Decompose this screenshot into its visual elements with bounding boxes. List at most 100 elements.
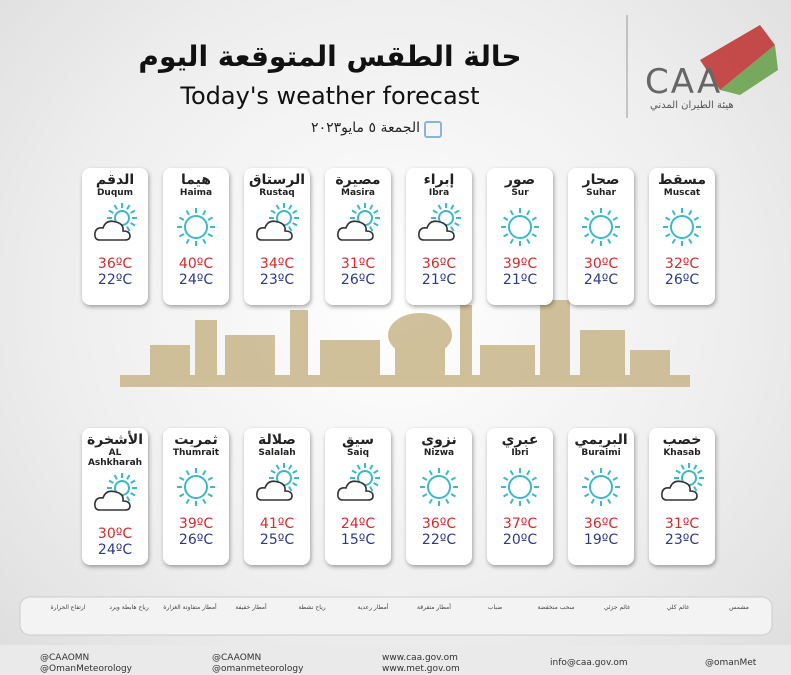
high-temp: 40ºC	[178, 256, 214, 272]
legend-item: أمطار متفرقة	[417, 604, 451, 611]
city-card: مصيرة Masira 31ºC 26ºC	[325, 168, 391, 305]
high-temp: 30ºC	[97, 526, 133, 542]
city-name-en: AL Ashkharah	[87, 448, 143, 468]
city-card: خصب Khasab 31ºC 23ºC	[649, 428, 715, 565]
legend-item: سحب منخفضة	[537, 604, 575, 611]
city-name-ar: هيما	[180, 172, 212, 188]
web-1: www.caa.gov.om	[382, 653, 458, 663]
low-temp: 24ºC	[178, 272, 214, 288]
city-card: الدقم Duqum 36ºC 22ºC	[82, 168, 148, 305]
weather-icon	[325, 198, 391, 256]
icon-svg	[256, 463, 299, 501]
city-name-ar: سيق	[341, 432, 375, 448]
legend-item: أمطار رعدية	[357, 604, 389, 611]
high-temp: 37ºC	[502, 516, 538, 532]
city-card: مسقط Muscat 32ºC 26ºC	[649, 168, 715, 305]
web-2: www.met.gov.om	[382, 664, 460, 674]
city-name-ar: عبري	[501, 432, 539, 448]
city-card: ثمريت Thumrait 39ºC 26ºC	[163, 428, 229, 565]
title-ar: حالة الطقس المتوقعة اليوم	[138, 40, 522, 73]
city-name-en: Haima	[179, 188, 213, 198]
weather-icon	[487, 198, 553, 256]
city-name-en: Rustaq	[259, 188, 295, 198]
icon-svg	[94, 473, 137, 511]
low-temp: 22ºC	[97, 272, 133, 288]
high-temp: 39ºC	[178, 516, 214, 532]
high-temp: 31ºC	[340, 256, 376, 272]
date: الجمعة ٥ مايو٢٠٢٣	[311, 120, 420, 136]
icon-svg	[337, 463, 380, 501]
city-name-ar: الرستاق	[248, 172, 306, 188]
weather-icon	[82, 198, 148, 256]
city-name-ar: نزوى	[421, 432, 457, 448]
city-name-ar: الأشخرة	[86, 432, 144, 448]
low-temp: 24ºC	[583, 272, 619, 288]
city-name-ar: صحار	[582, 172, 620, 188]
low-temp: 21ºC	[502, 272, 538, 288]
city-name-ar: البريمي	[574, 432, 628, 448]
city-card: هيما Haima 40ºC 24ºC	[163, 168, 229, 305]
city-name-ar: صور	[504, 172, 536, 188]
city-name-ar: مصيرة	[335, 172, 381, 188]
city-name-ar: صلالة	[258, 432, 296, 448]
weather-icon	[244, 198, 310, 256]
title-en: Today's weather forecast	[180, 82, 480, 110]
email: info@caa.gov.om	[550, 658, 628, 668]
city-name-en: Nizwa	[423, 448, 455, 458]
low-temp: 23ºC	[259, 272, 295, 288]
high-temp: 30ºC	[583, 256, 619, 272]
city-name-ar: الدقم	[95, 172, 135, 188]
legend-item: ارتفاع الحرارة	[50, 604, 86, 611]
low-temp: 25ºC	[259, 532, 295, 548]
icon-svg	[501, 208, 539, 246]
city-name-en: Saiq	[346, 448, 370, 458]
city-card: عبري Ibri 37ºC 20ºC	[487, 428, 553, 565]
legend-item: غائم كلي	[666, 604, 690, 611]
city-card: نزوى Nizwa 36ºC 22ºC	[406, 428, 472, 565]
low-temp: 26ºC	[178, 532, 214, 548]
high-temp: 34ºC	[259, 256, 295, 272]
icon-svg	[418, 203, 461, 241]
icon-svg	[582, 208, 620, 246]
low-temp: 22ºC	[421, 532, 457, 548]
city-card: صلالة Salalah 41ºC 25ºC	[244, 428, 310, 565]
high-temp: 36ºC	[97, 256, 133, 272]
city-name-en: Masira	[341, 188, 375, 198]
twitter-1: @CAAOMN	[40, 653, 90, 663]
city-name-en: Khasab	[663, 448, 701, 458]
city-card: إبراء Ibra 36ºC 21ºC	[406, 168, 472, 305]
city-name-en: Suhar	[586, 188, 616, 198]
icon-svg	[420, 468, 458, 506]
city-name-en: Salalah	[258, 448, 296, 458]
icon-svg	[177, 208, 215, 246]
legend-item: غائم جزئي	[603, 604, 631, 611]
city-card: صور Sur 39ºC 21ºC	[487, 168, 553, 305]
weather-icon	[568, 198, 634, 256]
icon-svg	[661, 463, 704, 501]
high-temp: 24ºC	[340, 516, 376, 532]
city-name-en: Thumrait	[172, 448, 220, 458]
icon-svg	[256, 203, 299, 241]
city-name-en: Ibri	[511, 448, 529, 458]
city-card: الرستاق Rustaq 34ºC 23ºC	[244, 168, 310, 305]
low-temp: 19ºC	[583, 532, 619, 548]
city-card: سيق Saiq 24ºC 15ºC	[325, 428, 391, 565]
icon-svg	[582, 468, 620, 506]
city-name-en: Muscat	[663, 188, 701, 198]
city-name-en: Sur	[511, 188, 529, 198]
logo-ar: هيئة الطيران المدني	[650, 100, 734, 111]
weather-icon	[163, 198, 229, 256]
low-temp: 24ºC	[97, 542, 133, 558]
weather-icon	[82, 468, 148, 526]
city-name-ar: إبراء	[423, 172, 455, 188]
icon-svg	[94, 203, 137, 241]
high-temp: 36ºC	[421, 516, 457, 532]
low-temp: 26ºC	[340, 272, 376, 288]
city-card: صحار Suhar 30ºC 24ºC	[568, 168, 634, 305]
city-name-en: Buraimi	[581, 448, 621, 458]
instagram-1: @CAAOMN	[212, 653, 262, 663]
high-temp: 31ºC	[664, 516, 700, 532]
legend-item: أمطار خفيفة	[235, 604, 267, 611]
facebook: @omanMet	[705, 658, 757, 668]
weather-icon	[406, 198, 472, 256]
